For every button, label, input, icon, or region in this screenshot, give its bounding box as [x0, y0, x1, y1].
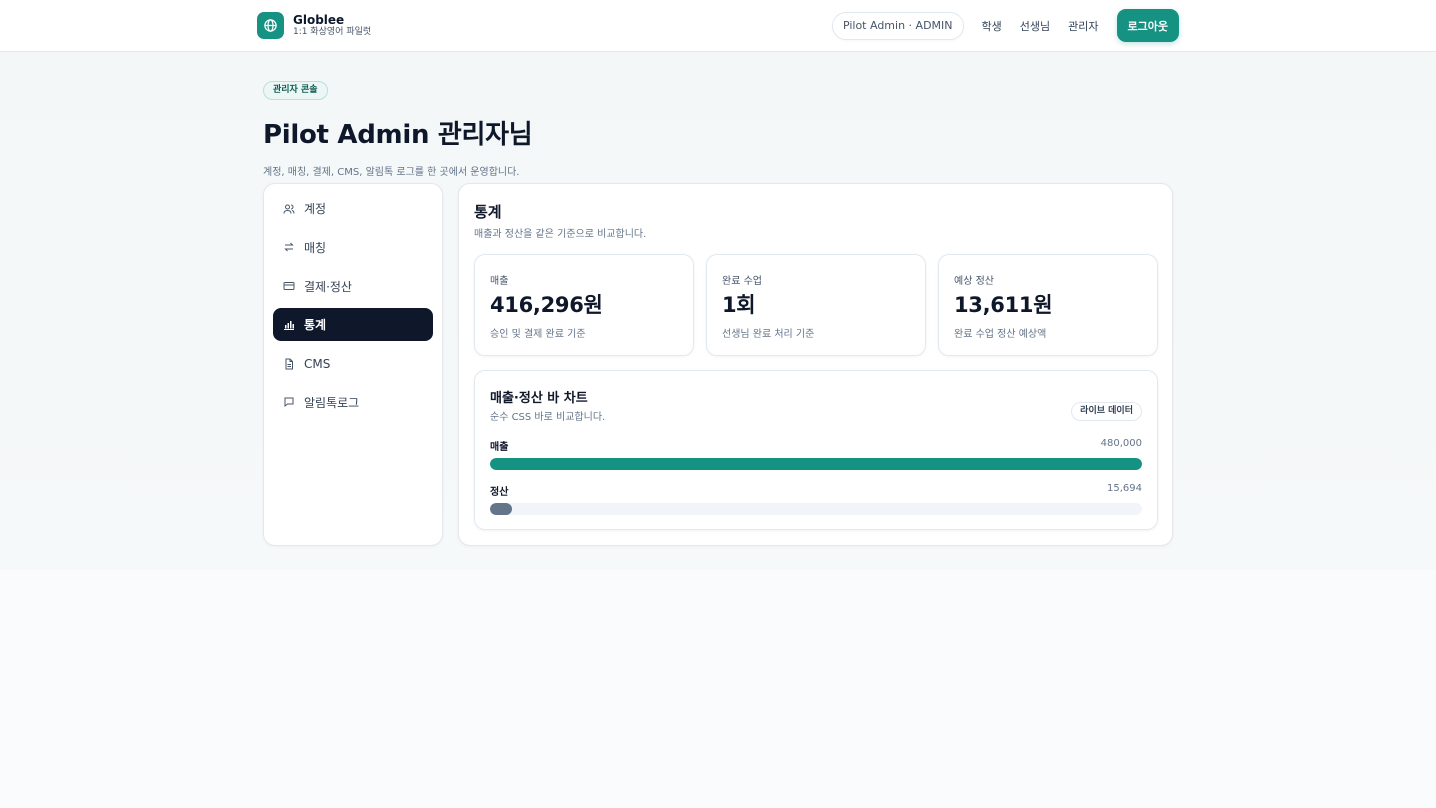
section-description: 매출과 정산을 같은 기준으로 비교합니다. [474, 229, 647, 240]
stat-label: 완료 수업 [722, 276, 762, 287]
sidebar-item-label: 알림톡로그 [304, 395, 360, 410]
stat-note: 완료 수업 정산 예상액 [954, 329, 1047, 340]
bar-chart-icon [283, 319, 295, 331]
document-icon [283, 358, 295, 370]
stat-value: 13,611원 [954, 293, 1053, 317]
sidebar-item-payments[interactable]: 결제·정산 [273, 270, 433, 303]
top-header: Globlee 1:1 화상영어 파일럿 Pilot Admin · ADMIN… [0, 0, 1436, 52]
bar-value-label: 480,000 [1100, 438, 1142, 449]
console-badge: 관리자 콘솔 [263, 81, 328, 100]
nav-link-teacher[interactable]: 선생님 [1019, 19, 1051, 33]
stat-label: 매출 [490, 276, 509, 287]
live-data-badge: 라이브 데이터 [1071, 402, 1142, 421]
sidebar-item-stats[interactable]: 통계 [273, 308, 433, 342]
stat-value: 416,296원 [490, 293, 603, 317]
message-icon [283, 396, 295, 408]
nav-link-admin[interactable]: 관리자 [1068, 19, 1099, 33]
sidebar-item-matching[interactable]: 매칭 [273, 231, 433, 264]
bar-label: 매출 [490, 442, 509, 453]
bar-track [490, 503, 1142, 515]
sidebar-item-label: 결제·정산 [304, 279, 352, 294]
bar-chart-card: 매출·정산 바 차트 순수 CSS 바로 비교합니다. 라이브 데이터 매출 4… [474, 370, 1158, 530]
background-lower [0, 570, 1436, 808]
bar-label: 정산 [490, 487, 509, 498]
bar-value-label: 15,694 [1107, 483, 1142, 494]
swap-arrows-icon [283, 241, 295, 253]
stat-label: 예상 정산 [954, 276, 994, 287]
chart-title: 매출·정산 바 차트 [490, 391, 588, 406]
sidebar-item-accounts[interactable]: 계정 [273, 192, 433, 225]
brand-subtitle: 1:1 화상영어 파일럿 [293, 27, 372, 37]
stat-note: 선생님 완료 처리 기준 [722, 329, 815, 340]
nav-link-student[interactable]: 학생 [981, 19, 1002, 33]
sidebar-item-cms[interactable]: CMS [273, 347, 433, 380]
stat-value: 1회 [722, 293, 756, 317]
sidebar-item-label: CMS [304, 356, 331, 371]
bar-revenue [490, 458, 1142, 470]
brand[interactable]: Globlee 1:1 화상영어 파일럿 [257, 12, 371, 39]
page-description: 계정, 매칭, 결제, CMS, 알림톡 로그를 한 곳에서 운영합니다. [263, 167, 520, 178]
sidebar-item-label: 통계 [304, 318, 327, 333]
section-title: 통계 [474, 203, 502, 221]
bar-track [490, 458, 1142, 470]
credit-card-icon [283, 280, 295, 292]
globe-icon [257, 12, 284, 39]
stats-panel: 통계 매출과 정산을 같은 기준으로 비교합니다. 매출 416,296원 승인… [458, 183, 1173, 546]
bar-settlement [490, 503, 512, 515]
sidebar-item-label: 매칭 [304, 240, 327, 255]
chart-subtitle: 순수 CSS 바로 비교합니다. [490, 412, 606, 423]
logout-button[interactable]: 로그아웃 [1116, 9, 1179, 42]
top-nav: Pilot Admin · ADMIN 학생 선생님 관리자 로그아웃 [831, 9, 1179, 42]
stat-card-completed-lessons: 완료 수업 1회 선생님 완료 처리 기준 [706, 254, 926, 356]
users-icon [283, 203, 295, 215]
user-pill: Pilot Admin · ADMIN [831, 11, 964, 40]
sidebar-item-alimtalk-log[interactable]: 알림톡로그 [273, 386, 433, 419]
stat-card-expected-settlement: 예상 정산 13,611원 완료 수업 정산 예상액 [938, 254, 1158, 356]
brand-name: Globlee [293, 13, 345, 27]
page-head: 관리자 콘솔 Pilot Admin 관리자님 계정, 매칭, 결제, CMS,… [263, 77, 533, 178]
stat-card-revenue: 매출 416,296원 승인 및 결제 완료 기준 [474, 254, 694, 356]
admin-sidebar: 계정 매칭 결제·정산 통계 [263, 183, 443, 546]
page-title: Pilot Admin 관리자님 [263, 120, 533, 150]
sidebar-item-label: 계정 [304, 202, 327, 216]
stat-note: 승인 및 결제 완료 기준 [490, 329, 586, 340]
